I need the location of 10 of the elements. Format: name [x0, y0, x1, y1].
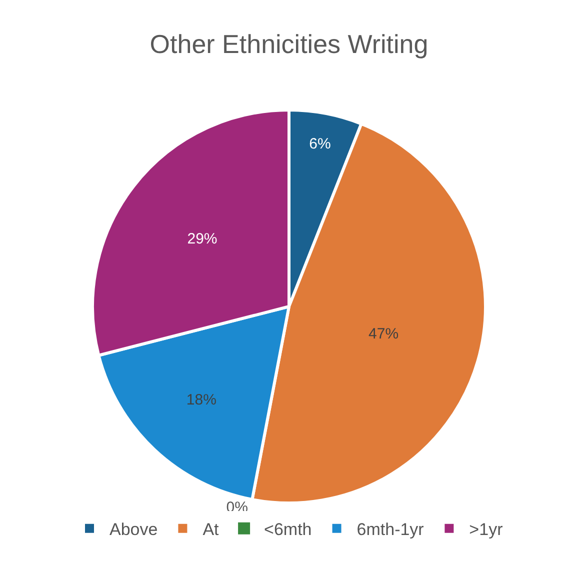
data-label: 47% — [368, 325, 399, 342]
legend-label: At — [202, 520, 220, 540]
legend-label: Above — [110, 520, 158, 540]
data-label: 6% — [309, 135, 331, 152]
data-label: 18% — [186, 391, 216, 408]
legend-label: 6mth-1yr — [356, 520, 424, 540]
data-label: 29% — [187, 230, 218, 248]
legend-label: <6mth — [264, 520, 312, 540]
legend-label: >1yr — [469, 520, 504, 540]
chart-title: Other Ethnicities Writing — [150, 29, 428, 60]
